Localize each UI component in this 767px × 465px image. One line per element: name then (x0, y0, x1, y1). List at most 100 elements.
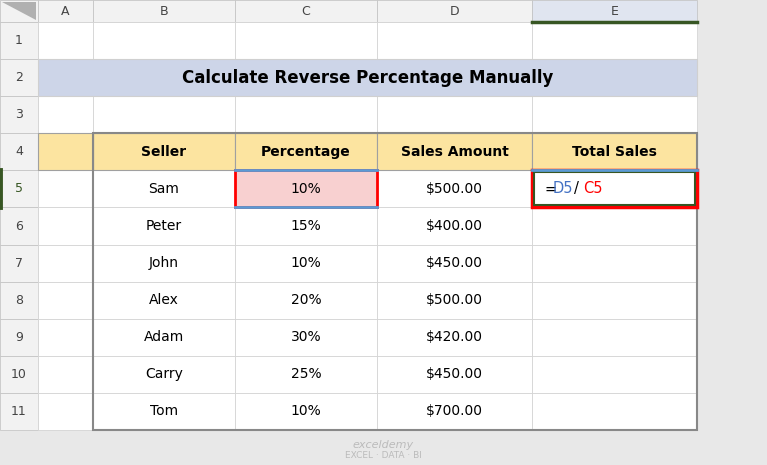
Bar (532, 282, 697, 319)
Bar (377, 0, 532, 22)
Bar (38, 393, 93, 430)
Bar (235, 59, 377, 96)
Bar (38, 170, 93, 207)
Text: $500.00: $500.00 (426, 182, 483, 196)
Bar (93, 133, 697, 430)
Bar (235, 170, 377, 207)
Bar (93, 22, 235, 59)
Bar (93, 245, 235, 282)
Bar (377, 96, 532, 133)
Bar (38, 282, 93, 319)
Text: 3: 3 (15, 108, 23, 121)
Text: 9: 9 (15, 331, 23, 344)
Bar (532, 245, 697, 282)
Bar (93, 207, 235, 245)
Bar (93, 96, 235, 133)
Bar (93, 245, 235, 282)
Text: $500.00: $500.00 (426, 293, 483, 307)
Bar (0, 96, 38, 133)
Text: 10%: 10% (291, 405, 321, 418)
Text: Sam: Sam (149, 182, 179, 196)
Bar (532, 207, 697, 245)
Bar (0, 170, 38, 207)
Bar (38, 245, 93, 282)
Text: exceldemy: exceldemy (353, 440, 414, 450)
Bar (38, 282, 93, 319)
Bar (532, 0, 697, 22)
Bar (0, 133, 38, 170)
Text: Percentage: Percentage (261, 145, 351, 159)
Text: $450.00: $450.00 (426, 256, 483, 270)
Bar (0, 393, 38, 430)
Text: Sales Amount: Sales Amount (400, 145, 509, 159)
Text: 10%: 10% (291, 182, 321, 196)
Bar (235, 170, 377, 207)
Bar (0, 0, 38, 22)
Text: $420.00: $420.00 (426, 330, 483, 344)
Bar (532, 133, 697, 170)
Bar (93, 0, 235, 22)
Text: Alex: Alex (149, 293, 179, 307)
Bar (532, 22, 697, 59)
Text: 10: 10 (11, 368, 27, 381)
Bar (235, 0, 377, 22)
Bar (377, 319, 532, 356)
Bar (377, 133, 532, 170)
Bar (93, 59, 235, 96)
Bar (377, 170, 532, 207)
Text: E: E (611, 5, 618, 18)
Bar (235, 319, 377, 356)
Bar (0, 59, 38, 96)
Bar (532, 356, 697, 393)
Bar (377, 207, 532, 245)
Bar (377, 245, 532, 282)
Bar (532, 96, 697, 133)
Bar (235, 245, 377, 282)
Bar (377, 207, 532, 245)
Bar (377, 22, 532, 59)
Bar (235, 170, 377, 207)
Bar (235, 319, 377, 356)
Bar (38, 133, 93, 170)
Text: D5: D5 (553, 181, 574, 196)
Text: A: A (61, 5, 70, 18)
Bar (235, 133, 377, 170)
Bar (377, 133, 532, 170)
Bar (235, 393, 377, 430)
Bar (532, 170, 697, 207)
Bar (377, 282, 532, 319)
Bar (38, 22, 93, 59)
Bar (93, 207, 235, 245)
Text: B: B (160, 5, 168, 18)
Bar (235, 393, 377, 430)
Bar (377, 59, 532, 96)
Bar (93, 393, 235, 430)
Bar (93, 282, 235, 319)
Bar (93, 170, 235, 207)
Bar (38, 59, 93, 96)
Bar (532, 170, 697, 207)
Bar (532, 393, 697, 430)
Bar (534, 173, 695, 206)
Bar (377, 245, 532, 282)
Bar (532, 133, 697, 170)
Text: D: D (449, 5, 459, 18)
Text: 4: 4 (15, 146, 23, 158)
Text: C5: C5 (583, 181, 603, 196)
Bar (377, 356, 532, 393)
Text: Calculate Reverse Percentage Manually: Calculate Reverse Percentage Manually (182, 69, 553, 86)
Bar (235, 245, 377, 282)
Bar (235, 207, 377, 245)
Bar (377, 393, 532, 430)
Bar (532, 319, 697, 356)
Text: John: John (149, 256, 179, 270)
Bar (532, 245, 697, 282)
Bar (38, 133, 93, 170)
Bar (235, 96, 377, 133)
Text: C: C (301, 5, 311, 18)
Text: 8: 8 (15, 294, 23, 307)
Bar (0, 22, 38, 59)
Bar (93, 393, 235, 430)
Bar (377, 319, 532, 356)
Text: 1: 1 (15, 34, 23, 47)
